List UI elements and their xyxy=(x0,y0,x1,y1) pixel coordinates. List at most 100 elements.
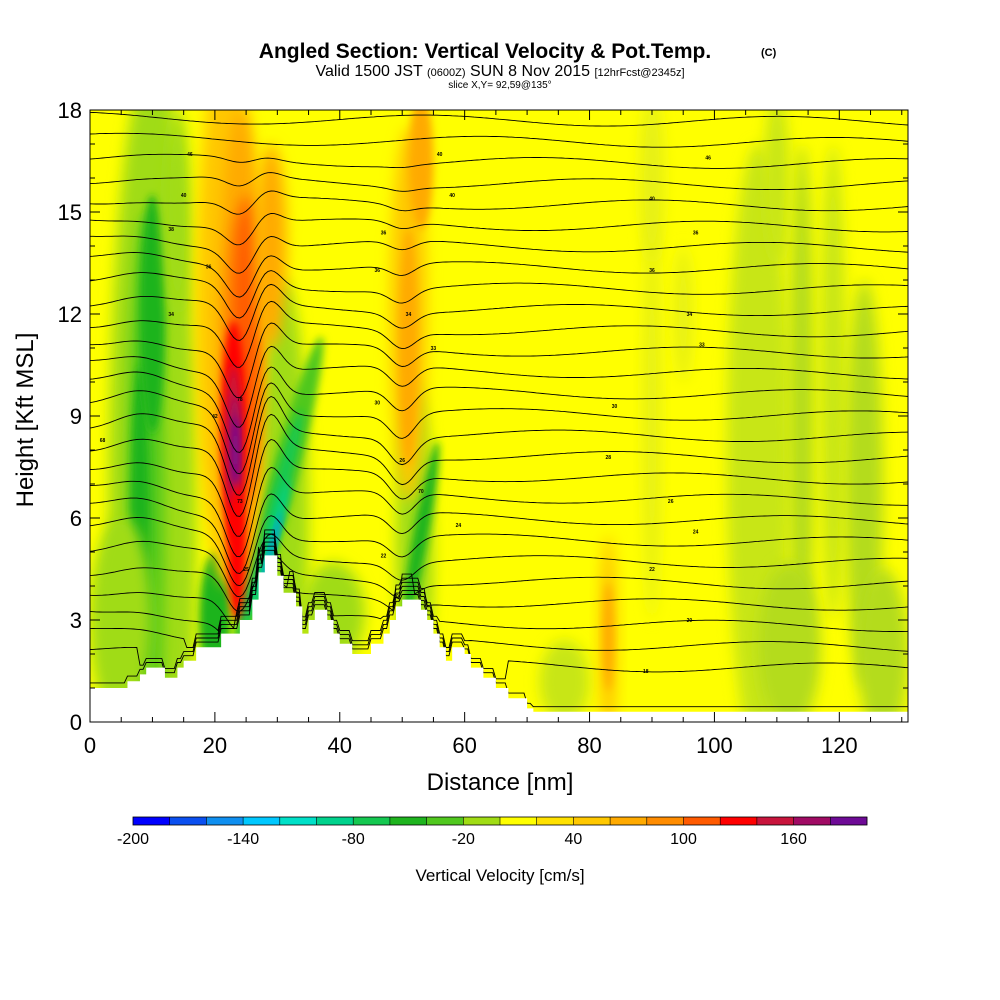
x-tick-label: 60 xyxy=(452,733,476,758)
isentrope-line xyxy=(90,493,908,574)
x-tick-label: 100 xyxy=(696,733,733,758)
isentrope-label: 18 xyxy=(643,669,649,675)
velocity-shading xyxy=(139,195,165,433)
colorbar-swatch xyxy=(793,817,831,825)
isentrope-label: 38 xyxy=(168,227,174,233)
colorbar-swatch xyxy=(279,817,317,825)
subtitle-forecast: [12hrFcst@2345z] xyxy=(594,67,684,79)
isentrope-line xyxy=(90,515,908,587)
velocity-shading xyxy=(408,110,434,229)
colorbar-swatch xyxy=(463,817,501,825)
y-tick-label: 9 xyxy=(70,404,82,429)
colorbar-swatch xyxy=(206,817,244,825)
subtitle-date: SUN 8 Nov 2015 xyxy=(466,63,595,80)
isentrope-line xyxy=(90,439,908,537)
isentrope-label: 36 xyxy=(693,230,699,236)
isentrope-line xyxy=(90,270,908,319)
velocity-shading xyxy=(539,640,590,722)
velocity-shading xyxy=(227,484,247,620)
subtitle-valid: Valid 1500 JST xyxy=(315,63,426,80)
isentrope-line xyxy=(90,413,908,517)
x-tick-label: 40 xyxy=(328,733,352,758)
chart-title-suffix: (C) xyxy=(761,47,777,59)
colorbar-swatch xyxy=(243,817,281,825)
velocity-shading xyxy=(639,110,665,263)
isentrope-label: 40 xyxy=(649,196,655,202)
colorbar-tick-label: 160 xyxy=(780,831,807,848)
velocity-shading xyxy=(255,144,287,348)
chart-subtitle: Valid 1500 JST (0600Z) SUN 8 Nov 2015 [1… xyxy=(315,63,684,80)
isentrope-line xyxy=(90,300,908,368)
contour-labels: 46 40 38 36 34 42 78 73 25 68 36 36 34 33 30 26 70 24 22 20… xyxy=(100,152,711,675)
velocity-shading xyxy=(789,144,815,688)
colorbar-swatch xyxy=(389,817,427,825)
y-tick-label: 6 xyxy=(70,506,82,531)
isentrope-line xyxy=(90,545,908,680)
y-tick-label: 18 xyxy=(58,98,82,123)
colorbar-label: Vertical Velocity [cm/s] xyxy=(415,866,584,885)
colorbar-swatch xyxy=(683,817,721,825)
colorbar-tick-label: -140 xyxy=(227,831,259,848)
isentrope-label: 40 xyxy=(181,193,187,199)
velocity-shading xyxy=(603,582,614,692)
isentrope-label: 28 xyxy=(605,455,611,461)
velocity-shading xyxy=(764,110,790,263)
isentrope-label: 20 xyxy=(393,594,399,600)
isentrope-line xyxy=(90,533,908,598)
colorbar-swatch xyxy=(133,817,170,825)
colorbar-swatch xyxy=(169,817,207,825)
colorbar-swatch xyxy=(756,817,794,825)
colorbar-swatch xyxy=(646,817,684,825)
colorbar: -200 -140 -80 -20 40 100 160 xyxy=(117,816,868,848)
colorbar-tick-label: 40 xyxy=(565,831,583,848)
subtitle-utc: (0600Z) xyxy=(427,67,466,79)
isentrope-label: 68 xyxy=(100,438,106,444)
colorbar-swatch xyxy=(573,817,611,825)
isentrope-label: 34 xyxy=(406,312,412,318)
colorbar-swatch xyxy=(610,817,648,825)
x-tick-label: 20 xyxy=(203,733,227,758)
isentrope-line xyxy=(90,382,908,475)
isentrope-line xyxy=(90,537,908,632)
velocity-shading xyxy=(820,144,846,620)
isentrope-label: 36 xyxy=(381,230,387,236)
isentrope-label: 33 xyxy=(431,346,437,352)
y-tick-label: 12 xyxy=(58,302,82,327)
isentrope-label: 24 xyxy=(456,523,462,529)
isentrope-label: 33 xyxy=(699,343,705,349)
isentrope-label: 36 xyxy=(649,268,655,274)
isentrope-line xyxy=(90,366,908,453)
isentrope-line xyxy=(90,549,908,708)
x-tick-label: 120 xyxy=(821,733,858,758)
isentrope-label: 22 xyxy=(649,567,655,573)
isentrope-label: 42 xyxy=(212,414,218,420)
isentrope-line xyxy=(90,345,908,428)
y-tick-label: 3 xyxy=(70,608,82,633)
isentrope-label: 36 xyxy=(206,264,212,270)
colorbar-swatch xyxy=(353,817,391,825)
terrain-mask xyxy=(90,555,908,722)
colorbar-swatch xyxy=(830,817,868,825)
isentrope-line xyxy=(90,541,908,652)
isentrope-line xyxy=(90,283,908,341)
colorbar-swatch xyxy=(316,817,354,825)
velocity-shading xyxy=(858,569,908,722)
isentrope-line xyxy=(90,322,908,399)
isentrope-label: 24 xyxy=(693,530,699,536)
isentrope-label: 36 xyxy=(374,268,380,274)
isentrope-line xyxy=(90,395,908,496)
isentrope-label: 26 xyxy=(399,458,405,464)
y-tick-label: 15 xyxy=(58,200,82,225)
isentrope-contours xyxy=(90,111,908,708)
isentrope-label: 20 xyxy=(687,618,693,624)
chart-title: Angled Section: Vertical Velocity & Pot.… xyxy=(259,40,711,63)
y-axis-label: Height [Kft MSL] xyxy=(12,333,39,508)
isentrope-line xyxy=(90,529,908,612)
colorbar-swatch xyxy=(536,817,574,825)
x-tick-label: 80 xyxy=(577,733,601,758)
isentrope-label: 40 xyxy=(449,193,455,199)
colorbar-swatch xyxy=(500,817,537,825)
velocity-shading xyxy=(90,518,153,722)
isentrope-label: 40 xyxy=(437,152,443,158)
colorbar-swatch xyxy=(720,817,758,825)
